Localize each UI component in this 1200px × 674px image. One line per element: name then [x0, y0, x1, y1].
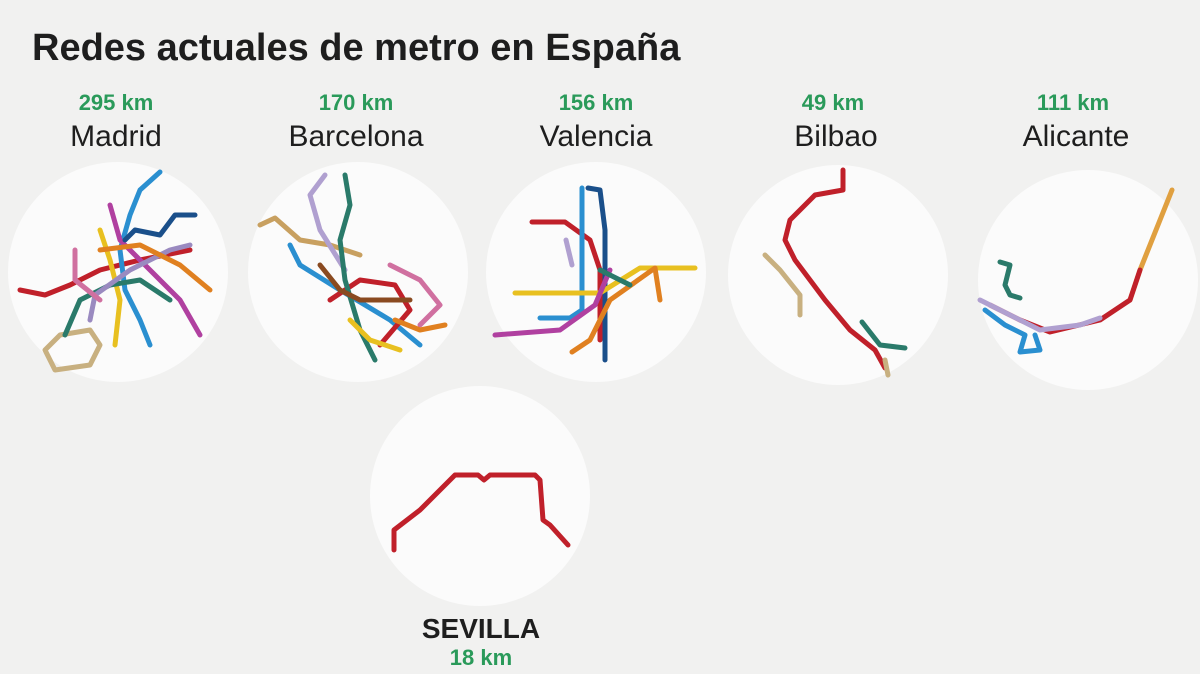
title: Redes actuales de metro en España — [32, 27, 681, 69]
length-label: 156 km — [559, 90, 634, 115]
valencia-disc — [486, 162, 706, 382]
madrid-disc — [8, 162, 228, 382]
length-label: 170 km — [319, 90, 394, 115]
valencia-lines — [492, 185, 698, 363]
length-label: 49 km — [802, 90, 864, 115]
city-name: Madrid — [70, 120, 162, 153]
bilbao-lines — [762, 167, 908, 378]
city-name: SEVILLA — [422, 613, 540, 644]
city-name: Valencia — [540, 120, 653, 153]
city-name: Alicante — [1023, 120, 1130, 153]
city-name: Bilbao — [794, 120, 877, 153]
madrid-lines — [17, 169, 213, 373]
length-label: 111 km — [1037, 90, 1109, 115]
city-name: Barcelona — [288, 120, 423, 153]
sevilla-disc — [370, 386, 590, 606]
barcelona-lines — [257, 172, 448, 363]
length-label: 295 km — [79, 90, 154, 115]
alicante-lines — [977, 187, 1175, 355]
length-label: 18 km — [450, 645, 512, 670]
barcelona-disc — [248, 162, 468, 382]
labels: 295 km Madrid 170 km Barcelona 156 km Va… — [70, 90, 1129, 670]
bilbao-disc — [728, 165, 948, 385]
sevilla-lines — [391, 472, 571, 553]
